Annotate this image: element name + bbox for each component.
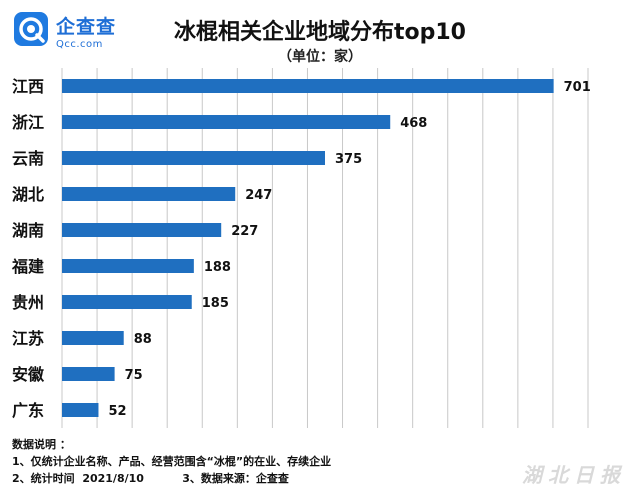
- data-label: 188: [204, 260, 231, 275]
- data-label: 247: [245, 188, 272, 203]
- bar: [62, 151, 325, 165]
- data-label: 52: [108, 404, 126, 419]
- data-label: 375: [335, 152, 362, 167]
- bar: [62, 403, 99, 417]
- category-label: 江苏: [12, 329, 44, 348]
- data-label: 227: [231, 224, 258, 239]
- category-label: 浙江: [12, 113, 44, 132]
- watermark: 湖北日报: [522, 463, 626, 487]
- logo: 企查查 Qcc.com: [14, 12, 132, 56]
- data-label: 701: [564, 80, 591, 95]
- data-label: 185: [202, 296, 229, 311]
- category-label: 福建: [11, 257, 44, 276]
- notes-line-1: 1、仅统计企业名称、产品、经营范围含“冰棍”的在业、存续企业: [12, 455, 332, 468]
- bar: [62, 331, 124, 345]
- bar: [62, 295, 192, 309]
- category-label: 广东: [12, 401, 44, 420]
- category-label: 安徽: [12, 365, 45, 384]
- logo-name-cn: 企查查: [56, 16, 117, 38]
- qcc-logo-icon: [14, 12, 48, 46]
- bar: [62, 79, 554, 93]
- category-label: 云南: [12, 149, 44, 168]
- bar: [62, 223, 222, 237]
- notes-heading: 数据说明 ：: [12, 438, 71, 451]
- data-label: 468: [400, 116, 427, 131]
- bar: [62, 115, 391, 129]
- notes-line-2: 2、统计时间 2021/8/10 3、数据来源：企查查: [12, 472, 289, 485]
- category-label: 贵州: [12, 293, 44, 312]
- chart-title: 冰棍相关企业地域分布top10: [174, 20, 466, 45]
- category-label: 湖南: [12, 221, 44, 240]
- chart-subtitle: （单位：家）: [278, 49, 362, 65]
- category-label: 江西: [12, 77, 44, 96]
- data-label: 75: [125, 368, 143, 383]
- logo-name-en: Qcc.com: [56, 39, 103, 50]
- bar: [62, 367, 115, 381]
- data-label: 88: [134, 332, 152, 347]
- bar: [62, 259, 194, 273]
- category-label: 湖北: [12, 185, 44, 204]
- bar: [62, 187, 236, 201]
